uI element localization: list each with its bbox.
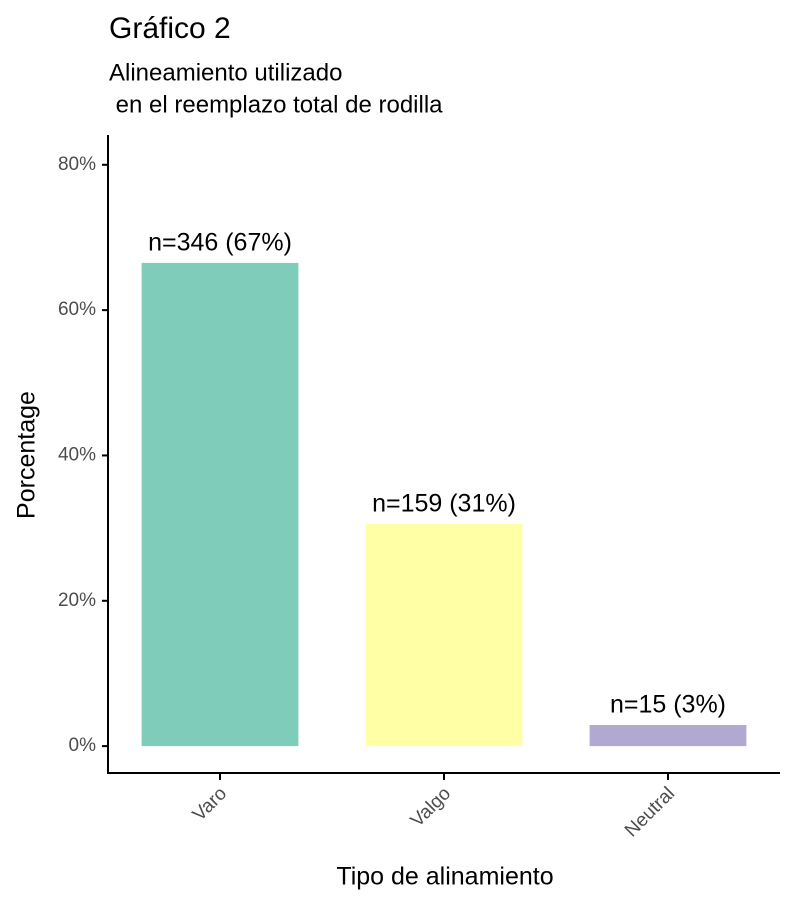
x-axis-label: Tipo de alinamiento [336, 863, 553, 891]
bar [141, 262, 299, 747]
bar [589, 725, 747, 747]
bar [365, 523, 523, 747]
y-axis-label: Porcentage [13, 391, 41, 519]
y-tick-label: 60% [58, 299, 96, 320]
chart-title: Gráfico 2 [109, 12, 231, 45]
x-tick-label: Varo [189, 783, 231, 825]
chart-subtitle: Alineamiento utilizado [109, 59, 342, 86]
chart-subtitle: en el reemplazo total de rodilla [109, 91, 443, 118]
data-label: n=346 (67%) [148, 229, 292, 257]
data-label: n=159 (31%) [372, 489, 516, 517]
y-tick-label: 40% [58, 444, 96, 465]
data-label: n=15 (3%) [610, 691, 726, 719]
x-tick-label: Valgo [407, 783, 455, 831]
y-tick-label: 20% [58, 590, 96, 611]
y-tick-label: 80% [58, 154, 96, 175]
y-tick-label: 0% [69, 735, 97, 756]
x-tick-label: Neutral [621, 783, 679, 841]
